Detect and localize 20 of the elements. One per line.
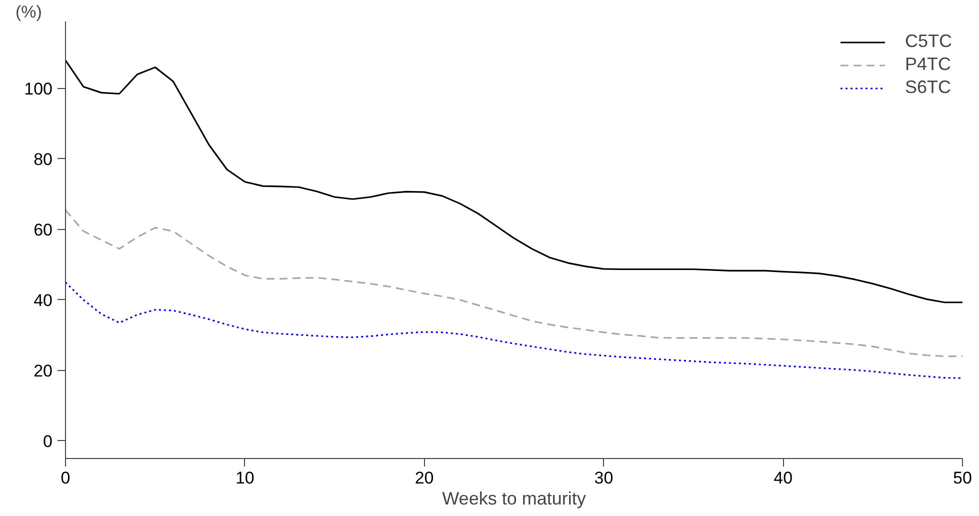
legend-label: C5TC (904, 31, 952, 52)
x-tick-label: 40 (774, 468, 793, 488)
y-tick-label: 60 (34, 220, 53, 240)
y-tick-label: 40 (34, 290, 53, 310)
x-tick-label: 20 (414, 468, 434, 488)
y-tick-label: 20 (34, 361, 53, 380)
y-axis-title: (%) (16, 2, 42, 22)
y-tick-label: 0 (43, 432, 53, 451)
legend-label: S6TC (904, 77, 951, 98)
x-axis-title: Weeks to maturity (442, 488, 586, 508)
y-tick-label: 80 (34, 150, 53, 169)
line-series (66, 59, 962, 304)
line-series (66, 281, 962, 379)
x-tick-label: 0 (60, 468, 70, 488)
x-tick-label: 50 (953, 468, 972, 488)
legend-label: P4TC (904, 54, 951, 75)
y-tick-label: 100 (24, 79, 53, 98)
line-series (66, 209, 962, 358)
x-tick-label: 10 (235, 468, 254, 488)
x-tick-label: 30 (594, 468, 614, 488)
